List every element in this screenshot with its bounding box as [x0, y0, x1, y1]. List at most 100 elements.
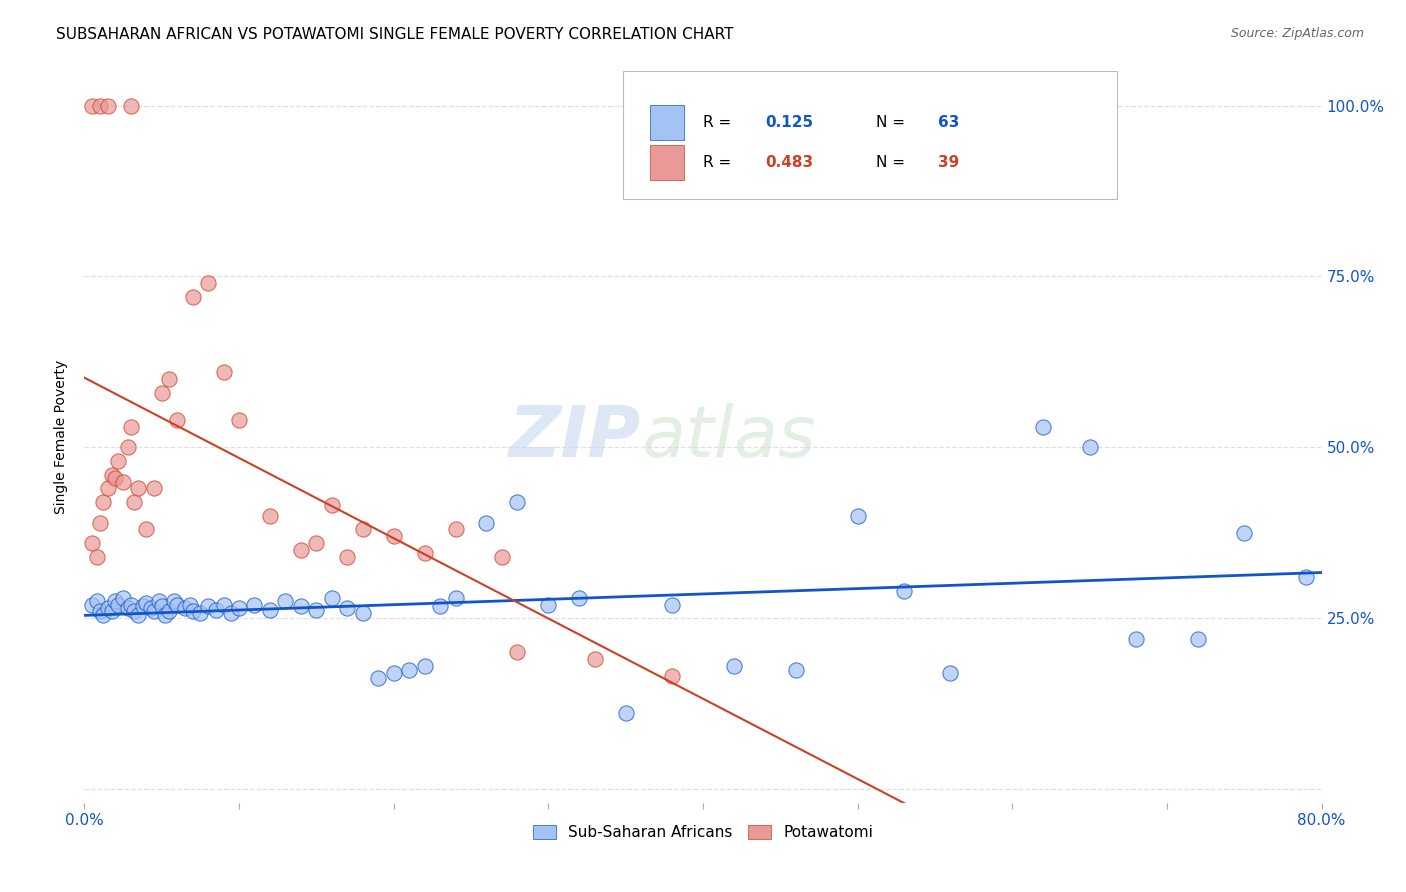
Point [143, 481, 166, 495]
Point [197, 277, 219, 291]
Point [117, 440, 139, 454]
Point [96, 481, 118, 495]
Point [86, 594, 108, 608]
Point [150, 385, 173, 400]
Point [159, 372, 180, 386]
Point [104, 594, 127, 608]
Point [1187, 632, 1209, 646]
Point [82, 598, 104, 612]
Point [352, 522, 374, 536]
Point [382, 665, 405, 680]
Point [112, 591, 135, 605]
Point [150, 599, 173, 613]
Point [86, 549, 108, 564]
Point [135, 596, 157, 610]
Point [212, 598, 235, 612]
Point [181, 290, 204, 304]
Point [723, 659, 745, 673]
Point [122, 604, 145, 618]
Point [382, 529, 405, 543]
Point [91, 495, 114, 509]
Point [336, 549, 359, 564]
Point [1233, 525, 1256, 540]
Point [321, 499, 343, 513]
Point [228, 413, 250, 427]
Point [212, 365, 235, 379]
Point [305, 603, 328, 617]
Text: 0.125: 0.125 [765, 115, 813, 130]
Point [135, 522, 157, 536]
Point [1032, 420, 1054, 434]
Point [122, 495, 145, 509]
Point [107, 454, 129, 468]
Legend: Sub-Saharan Africans, Potawatomi: Sub-Saharan Africans, Potawatomi [527, 819, 879, 847]
Bar [650, 145, 685, 180]
Point [120, 98, 142, 112]
Point [583, 652, 606, 666]
Point [107, 598, 129, 612]
Point [305, 536, 328, 550]
Text: R =: R = [703, 155, 737, 170]
Point [179, 598, 201, 612]
Point [166, 413, 188, 427]
Text: 39: 39 [938, 155, 959, 170]
Point [188, 606, 211, 620]
Point [89, 516, 111, 530]
Point [444, 522, 467, 536]
Point [259, 603, 281, 617]
Point [174, 601, 197, 615]
Point [537, 598, 560, 612]
Point [321, 591, 343, 605]
Point [243, 598, 266, 612]
Point [89, 604, 111, 618]
Point [413, 659, 436, 673]
Text: Source: ZipAtlas.com: Source: ZipAtlas.com [1230, 27, 1364, 40]
Point [143, 604, 166, 618]
Point [491, 549, 513, 564]
Point [82, 98, 104, 112]
Point [159, 604, 180, 618]
Point [163, 594, 186, 608]
Point [398, 663, 420, 677]
Point [661, 669, 683, 683]
Point [104, 471, 127, 485]
Point [89, 98, 111, 112]
Point [429, 599, 451, 613]
Point [219, 606, 242, 620]
Point [96, 601, 118, 615]
Point [166, 598, 188, 612]
Point [259, 508, 281, 523]
Point [132, 599, 155, 613]
Point [367, 672, 389, 686]
Point [91, 607, 114, 622]
Point [413, 546, 436, 560]
Point [893, 583, 915, 598]
Point [352, 606, 374, 620]
Point [1295, 570, 1317, 584]
Point [290, 542, 312, 557]
Point [614, 706, 637, 720]
Point [785, 663, 807, 677]
Point [228, 601, 250, 615]
Text: N =: N = [876, 115, 910, 130]
Point [568, 591, 591, 605]
Point [127, 481, 149, 495]
Point [120, 598, 142, 612]
Point [96, 98, 118, 112]
Point [1078, 440, 1101, 454]
Point [939, 665, 962, 680]
Point [506, 645, 529, 659]
Point [181, 604, 204, 618]
Point [197, 599, 219, 613]
Point [290, 599, 312, 613]
Text: N =: N = [876, 155, 910, 170]
Point [475, 516, 498, 530]
Text: SUBSAHARAN AFRICAN VS POTAWATOMI SINGLE FEMALE POVERTY CORRELATION CHART: SUBSAHARAN AFRICAN VS POTAWATOMI SINGLE … [56, 27, 734, 42]
Point [205, 603, 228, 617]
Point [846, 508, 869, 523]
Point [120, 420, 142, 434]
Text: 0.483: 0.483 [765, 155, 813, 170]
Point [112, 475, 135, 489]
Point [139, 601, 162, 615]
Point [444, 591, 467, 605]
